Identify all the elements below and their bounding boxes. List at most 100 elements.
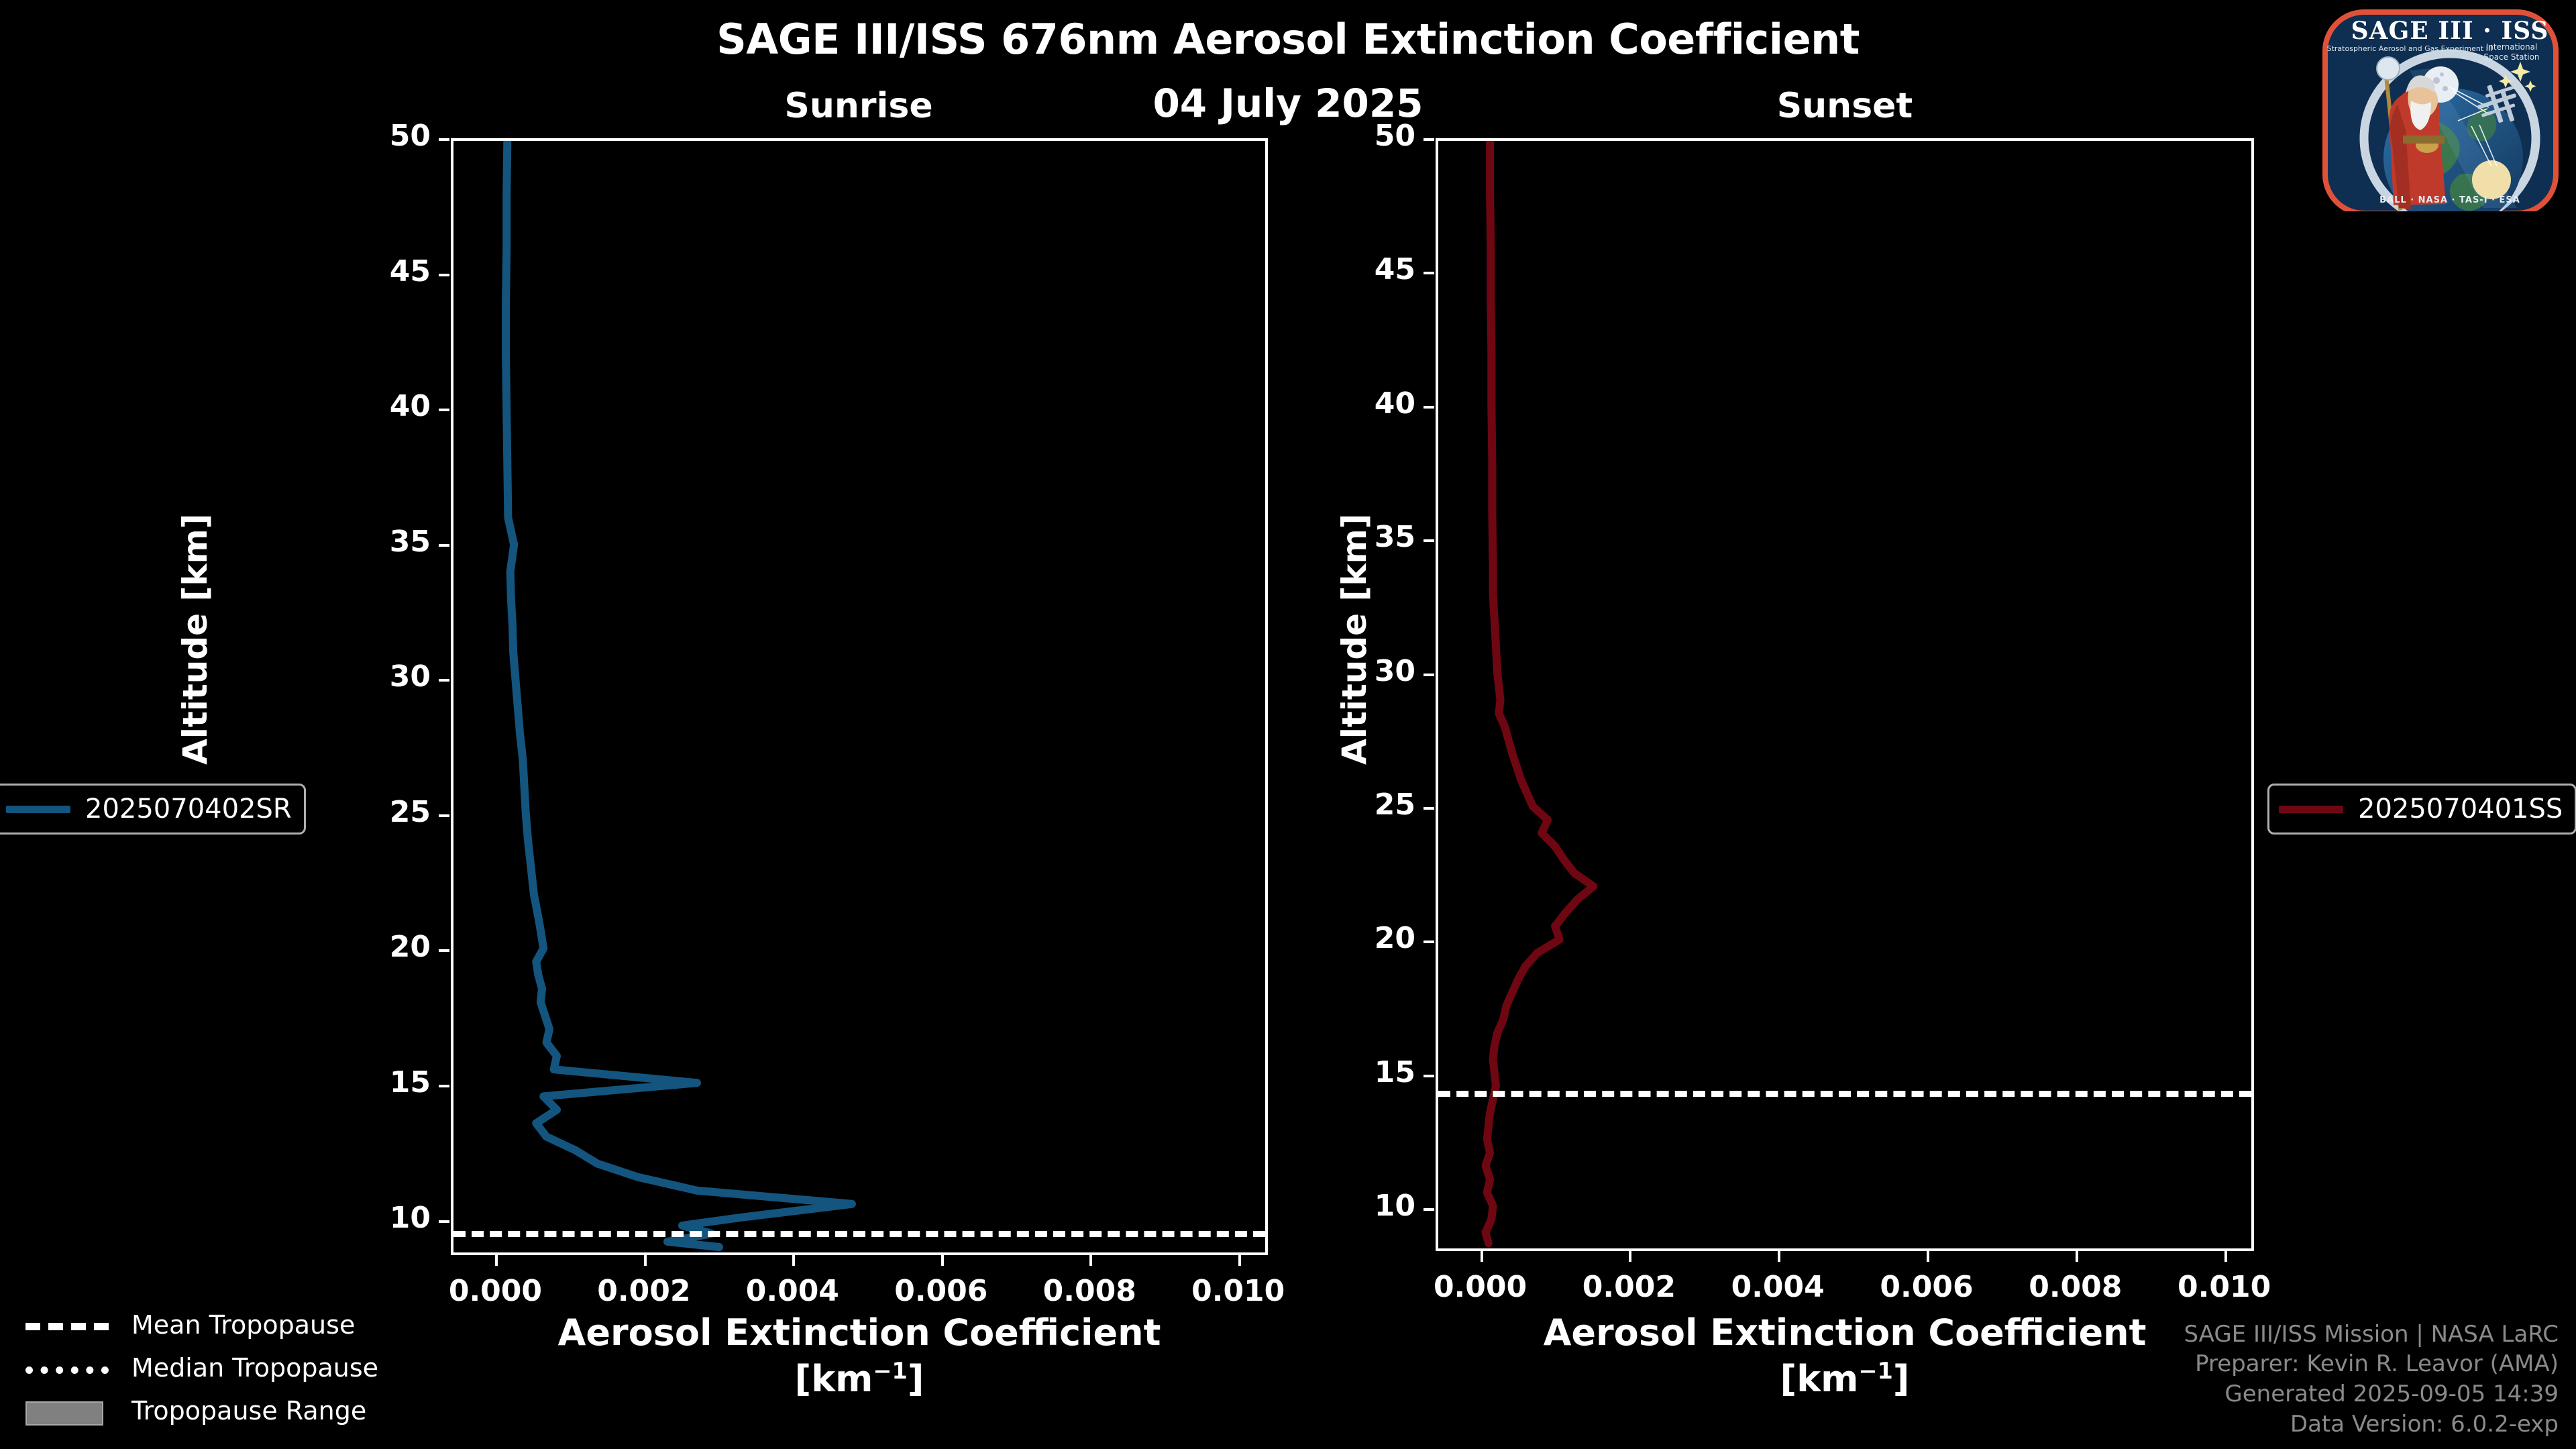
plot-area-sunrise [451,138,1268,1255]
dotted-line-icon [25,1360,109,1376]
y-tick-label: 30 [389,659,431,694]
x-tick-mark [941,1255,944,1266]
legend-item-tropopause-range[interactable]: Tropopause Range [25,1396,378,1426]
y-tick-mark [1424,1074,1434,1077]
y-tick-mark [1424,673,1434,676]
series-color-swatch-sunset [2279,805,2343,813]
x-tick-label: 0.006 [1880,1270,1974,1304]
panel-title-sunrise: Sunrise [784,86,933,126]
svg-text:BALL · NASA · TAS-I · ESA: BALL · NASA · TAS-I · ESA [2379,195,2520,205]
y-tick-label: 50 [1374,119,1415,153]
y-tick-mark [1424,1208,1434,1212]
x-axis-title-text: Aerosol Extinction Coefficient [1543,1311,2147,1354]
logo-subtitle-right-2: Space Station [2483,52,2539,62]
logo-subtitle-right-1: International [2486,42,2538,52]
x-tick-label: 0.010 [1191,1274,1285,1308]
legend-item-mean-tropopause[interactable]: Mean Tropopause [25,1310,378,1340]
y-tick-label: 10 [389,1200,431,1235]
y-tick-mark [1424,138,1434,141]
x-axis-unit: [km−1] [794,1358,924,1400]
y-tick-label: 10 [1374,1189,1415,1224]
x-tick-label: 0.002 [597,1274,691,1308]
y-tick-mark [1424,272,1434,275]
y-tick-mark [1424,806,1434,810]
y-tick-mark [439,273,449,276]
page-title: SAGE III/ISS 676nm Aerosol Extinction Co… [716,15,1860,64]
footer-generated: Generated 2025-09-05 14:39 [2224,1381,2559,1408]
x-tick-mark [2075,1251,2078,1262]
y-tick-label: 35 [1374,520,1415,555]
mean-tropopause-line-sunset [1438,1090,2251,1097]
legend-label-tropopause-range: Tropopause Range [131,1396,367,1426]
reference-legend[interactable]: Mean Tropopause Median Tropopause Tropop… [25,1310,378,1426]
y-tick-mark [1424,405,1434,409]
y-tick-label: 30 [1374,653,1415,688]
series-color-swatch-sunrise [6,805,70,813]
y-tick-mark [439,1085,449,1088]
y-tick-label: 45 [389,254,431,288]
legend-label-median-tropopause: Median Tropopause [131,1353,378,1383]
dashed-line-icon [25,1317,109,1333]
x-tick-label: 0.000 [448,1274,543,1308]
y-tick-label: 40 [389,389,431,424]
x-tick-mark [792,1255,796,1266]
y-tick-label: 35 [389,524,431,559]
y-tick-mark [439,949,449,953]
x-axis-unit: [km−1] [1780,1358,1910,1400]
footer-preparer: Preparer: Kevin R. Leavor (AMA) [2195,1350,2559,1378]
legend-item-median-tropopause[interactable]: Median Tropopause [25,1353,378,1383]
x-tick-mark [1629,1251,1632,1262]
sage-iii-iss-mission-patch-logo: BALL · NASA · TAS-I · ESA SAGE III · ISS… [2316,7,2565,216]
y-tick-mark [439,679,449,682]
x-tick-label: 0.008 [2029,1270,2123,1304]
y-tick-mark [439,409,449,412]
y-tick-mark [439,814,449,817]
mean-tropopause-line-sunrise [453,1230,1265,1237]
y-tick-label: 15 [389,1065,431,1100]
y-tick-mark [439,138,449,141]
y-axis-title-sunset: Altitude [km] [1335,513,1374,765]
logo-title: SAGE III · ISS [2351,17,2549,45]
series-curve-sunset [1438,141,2251,1248]
x-tick-mark [1089,1255,1093,1266]
x-tick-label: 0.006 [894,1274,988,1308]
x-tick-label: 0.000 [1433,1270,1527,1304]
x-tick-mark [495,1255,498,1266]
series-legend-label-sunrise: 2025070402SR [85,794,292,824]
series-legend-sunrise[interactable]: 2025070402SR [0,784,306,835]
legend-label-mean-tropopause: Mean Tropopause [131,1310,356,1340]
x-axis-title-text: Aerosol Extinction Coefficient [557,1311,1161,1354]
x-tick-label: 0.010 [2178,1270,2271,1304]
x-tick-label: 0.004 [1731,1270,1825,1304]
y-tick-mark [439,1220,449,1223]
x-tick-mark [1778,1251,1781,1262]
y-tick-mark [1424,539,1434,543]
series-legend-sunset[interactable]: 2025070401SS [2267,784,2576,835]
x-tick-mark [1927,1251,1929,1262]
y-tick-label: 40 [1374,386,1415,421]
y-tick-label: 25 [1374,787,1415,822]
y-tick-mark [1424,941,1434,944]
plot-area-sunset [1436,138,2254,1251]
y-tick-label: 20 [1374,921,1415,956]
y-tick-label: 45 [1374,252,1415,287]
panel-title-sunset: Sunset [1776,86,1913,126]
x-axis-title-sunrise: Aerosol Extinction Coefficient [km−1] [457,1311,1262,1400]
y-tick-label: 50 [389,119,431,153]
y-axis-title-sunrise: Altitude [km] [176,513,215,765]
x-tick-mark [1238,1255,1241,1266]
footer-data-version: Data Version: 6.0.2-exp [2290,1411,2559,1438]
range-patch-icon [25,1401,109,1426]
x-tick-label: 0.002 [1582,1270,1676,1304]
x-tick-mark [2224,1251,2227,1262]
figure-date: 04 July 2025 [1152,80,1424,126]
x-tick-label: 0.004 [745,1274,839,1308]
y-tick-label: 15 [1374,1055,1415,1089]
x-tick-mark [1480,1251,1483,1262]
x-tick-label: 0.008 [1042,1274,1136,1308]
logo-subtitle-left: Stratospheric Aerosol and Gas Experiment… [2327,44,2493,53]
series-legend-label-sunset: 2025070401SS [2358,794,2563,824]
x-axis-title-sunset: Aerosol Extinction Coefficient [km−1] [1442,1311,2247,1400]
y-tick-label: 20 [389,930,431,965]
